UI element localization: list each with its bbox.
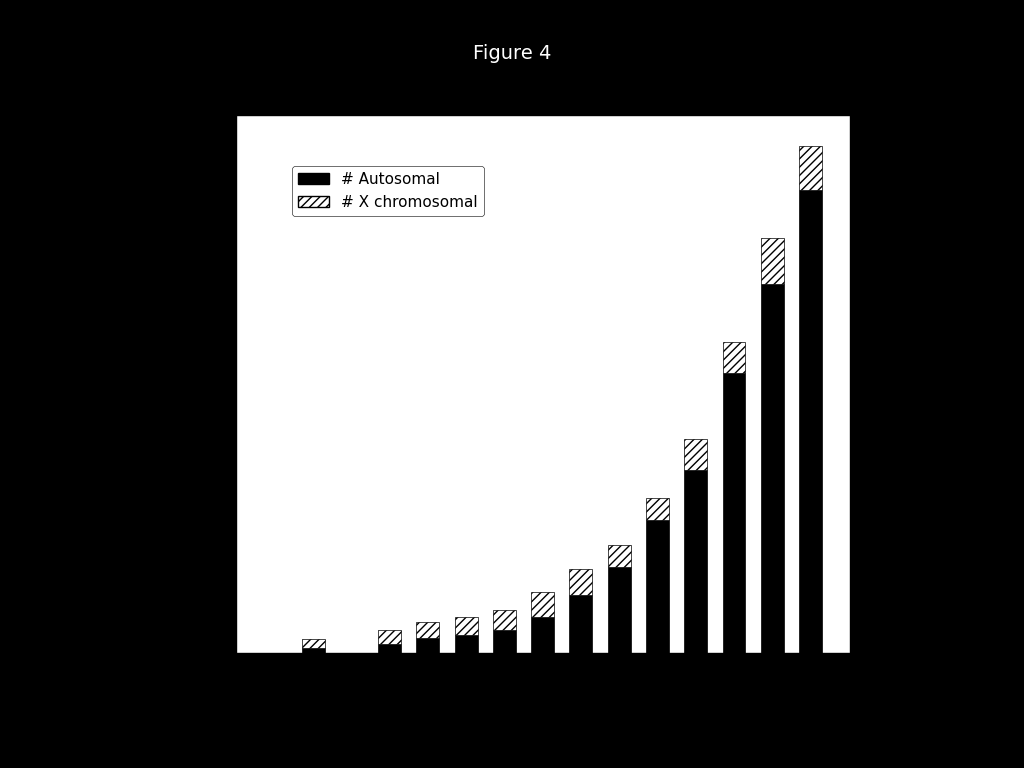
Bar [608,567,631,653]
Bar [417,638,439,653]
Bar [302,639,325,648]
Legend: # Autosomal, # X chromosomal: # Autosomal, # X chromosomal [292,166,484,216]
Bar [723,373,745,653]
Bar [531,592,554,617]
Bar [455,635,477,653]
Bar [723,342,745,373]
Bar [646,498,669,520]
Bar [378,630,401,644]
Bar [417,622,439,638]
Bar [493,610,516,630]
Bar [378,644,401,653]
Y-axis label: Number of genes mapped: Number of genes mapped [155,276,173,492]
Bar [493,630,516,653]
Bar [569,568,593,595]
Bar [684,470,708,653]
Bar [761,283,783,653]
Bar [531,617,554,653]
X-axis label: Year: Year [525,698,560,717]
Bar [569,595,593,653]
Bar [455,617,477,635]
Bar [799,146,822,190]
Text: Figure 4: Figure 4 [473,45,551,63]
Bar [761,238,783,283]
Bar [799,190,822,653]
Bar [608,545,631,567]
Bar [684,439,708,470]
Bar [302,648,325,653]
Bar [646,520,669,653]
